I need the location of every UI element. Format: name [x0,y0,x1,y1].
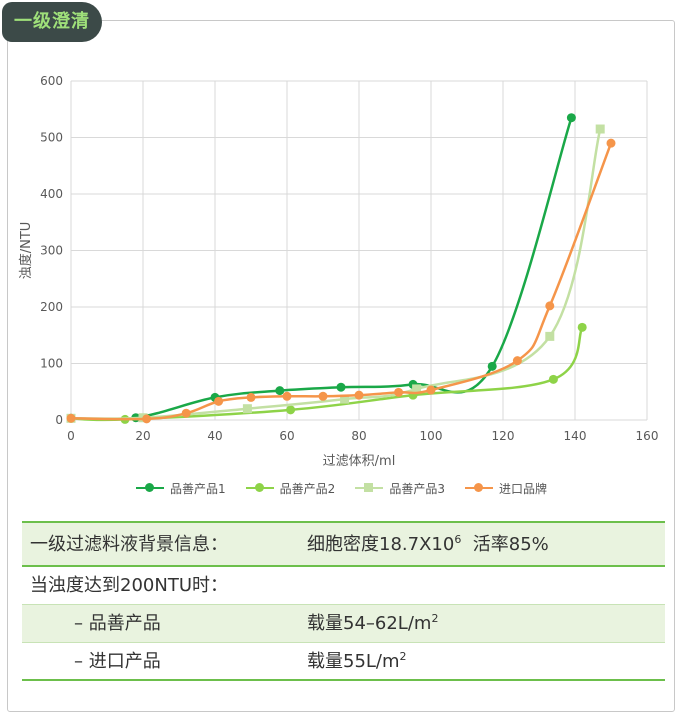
y-tick-label: 0 [55,413,63,427]
legend-item-2: 品善产品2 [245,480,336,497]
cell-density-value: 细胞密度18.7X106 活率85% [307,533,549,555]
legend-label: 品善产品3 [389,481,445,496]
data-point [566,113,576,123]
info-table: 一级过滤料液背景信息： 细胞密度18.7X106 活率85% 当浊度达到200N… [22,521,665,681]
legend-item-3: 品善产品3 [355,480,445,497]
capacity-row-imported: – 进口产品 载量55L/m2 [22,643,665,681]
x-tick-label: 140 [564,429,587,443]
data-point [545,331,555,341]
capacity-value-own: 载量54–62L/m2 [307,612,439,634]
legend-label: 品善产品2 [279,481,336,496]
legend-marker [145,483,155,492]
y-tick-label: 400 [40,187,63,201]
series-line-1 [70,117,573,421]
capacity-label-own: – 品善产品 [74,613,161,634]
data-point [336,382,346,392]
x-tick-label: 60 [279,429,294,443]
x-tick-label: 120 [492,429,515,443]
data-point [606,138,616,148]
legend-marker [473,483,483,492]
data-point [181,408,191,418]
data-point [545,301,555,311]
x-tick-label: 40 [207,429,222,443]
data-point [595,124,605,134]
data-point [214,396,224,406]
y-tick-label: 200 [40,300,63,314]
legend-item-4: 进口品牌 [464,480,547,497]
chart-legend: 品善产品1 品善产品2 品善产品3 进口品牌 [0,478,683,497]
y-tick-label: 100 [40,357,63,371]
data-point [246,392,256,402]
y-tick-label: 300 [40,244,63,258]
data-point [286,405,296,415]
background-info-row: 一级过滤料液背景信息： 细胞密度18.7X106 活率85% [22,521,665,567]
data-point [318,391,328,401]
legend-item-1: 品善产品1 [136,480,226,497]
x-tick-label: 0 [67,429,75,443]
condition-row: 当浊度达到200NTU时： [22,567,665,605]
data-point [354,390,364,400]
data-point [142,414,152,424]
section-title: 一级澄清 [2,2,102,42]
data-point [487,361,497,371]
capacity-value-imported: 载量55L/m2 [307,650,407,672]
data-point [242,404,252,414]
series-line-3 [70,128,602,420]
x-tick-label: 100 [420,429,443,443]
background-info-label: 一级过滤料液背景信息： [30,534,228,555]
y-axis-label: 浊度/NTU [18,222,34,280]
data-point [512,356,522,366]
capacity-label-imported: – 进口产品 [74,651,161,672]
legend-swatch [355,483,384,492]
y-tick-label: 500 [40,131,63,145]
y-tick-label: 600 [40,74,63,88]
data-point [340,394,350,404]
x-tick-label: 20 [135,429,150,443]
x-axis-label: 过滤体积/ml [323,454,396,469]
data-point [66,413,76,423]
data-point [577,322,587,332]
legend-swatch [464,483,493,492]
legend-marker [364,483,374,492]
legend-label: 进口品牌 [498,481,547,496]
series-line-4 [70,142,613,421]
data-point [548,374,558,384]
legend-swatch [136,483,165,492]
data-point [412,384,422,394]
chart-card [7,20,675,712]
data-point [426,385,436,395]
data-point [282,391,292,401]
line-chart: 0 20 40 60 80 100 120 140 160 0 100 200 300 400 500 600… [18,74,659,469]
legend-marker [254,483,264,492]
x-tick-label: 80 [351,429,366,443]
legend-swatch [245,483,274,492]
data-point [275,386,285,396]
x-tick-label: 160 [636,429,659,443]
capacity-row-own: – 品善产品 载量54–62L/m2 [22,605,665,643]
condition-label: 当浊度达到200NTU时： [30,575,228,596]
legend-label: 品善产品1 [170,481,226,496]
data-point [394,387,404,397]
